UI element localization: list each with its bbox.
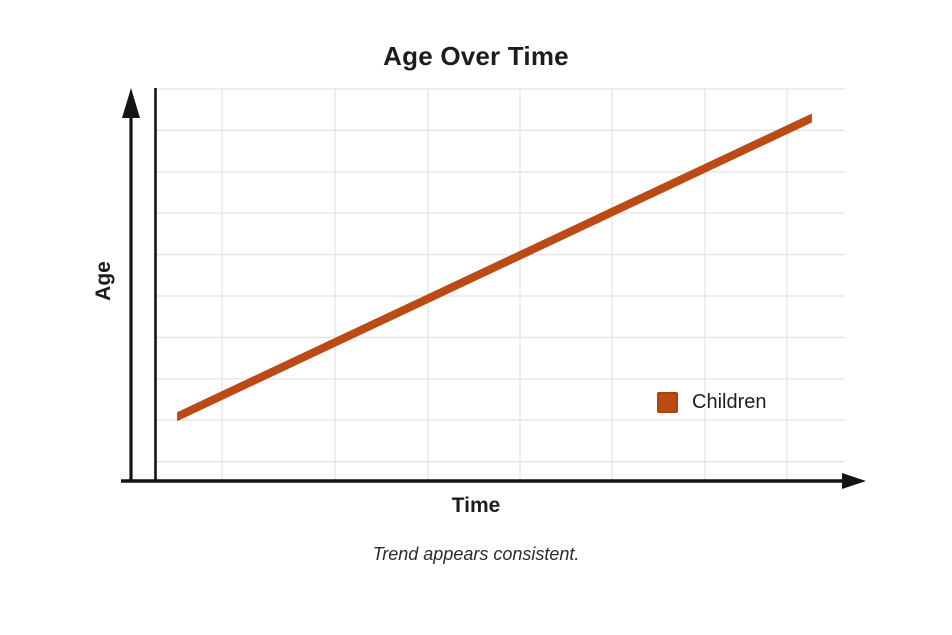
chart-caption: Trend appears consistent. [372,544,580,564]
legend-label: Children [692,391,767,413]
legend: Children [657,391,766,414]
grid-lines [155,88,845,481]
chart-title: Age Over Time [383,41,569,71]
legend-swatch-children [657,392,678,413]
axes [121,88,866,489]
y-axis-label: Age [92,261,115,301]
x-axis-label: Time [451,494,501,517]
series-line-children [177,113,812,422]
